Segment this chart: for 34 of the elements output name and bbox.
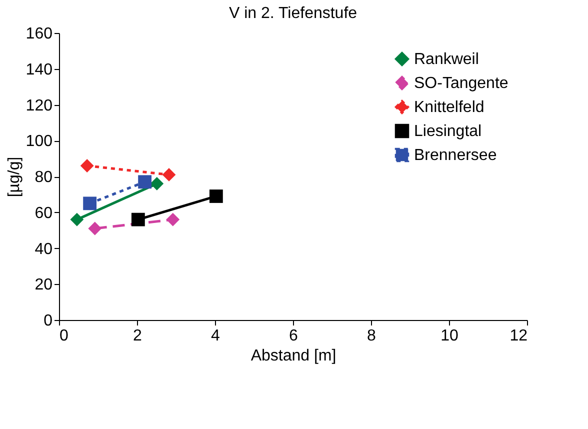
- x-tick-label: 10: [440, 328, 458, 344]
- x-tick-label: 0: [60, 328, 68, 344]
- x-tick-label: 6: [289, 328, 298, 344]
- point: [70, 212, 84, 226]
- point: [88, 222, 102, 236]
- legend-label: Brennersee: [414, 147, 497, 164]
- legend-label: Rankweil: [414, 51, 479, 68]
- point: [83, 196, 97, 210]
- point: [131, 212, 145, 226]
- y-tick-label: 100: [26, 133, 53, 150]
- y-tick-label: 20: [34, 276, 53, 294]
- x-tick-label: 12: [510, 328, 528, 344]
- x-tick-label: 4: [211, 328, 220, 344]
- y-axis-title: [µg/g]: [6, 156, 23, 198]
- chart-title: V in 2. Tiefenstufe: [228, 5, 358, 22]
- y-tick-label: 0: [44, 312, 53, 330]
- legend-label: Liesingtal: [414, 123, 482, 140]
- y-tick-label: 40: [34, 240, 53, 258]
- y-tick-label: 80: [34, 169, 53, 186]
- legend-label: Knittelfeld: [414, 99, 484, 116]
- point: [162, 168, 176, 182]
- point: [150, 176, 164, 190]
- y-tick-label: 60: [34, 204, 53, 222]
- x-tick-label: 8: [367, 328, 376, 344]
- y-tick-label: 120: [26, 97, 53, 114]
- x-tick-label: 2: [133, 328, 142, 344]
- y-tick-label: 140: [26, 61, 53, 78]
- legend-label: SO-Tangente: [414, 75, 508, 92]
- y-tick-label: 160: [26, 26, 53, 42]
- point: [80, 159, 94, 172]
- point: [209, 190, 223, 203]
- x-axis-title: Abstand [m]: [250, 348, 336, 364]
- point: [166, 212, 180, 226]
- point: [138, 175, 152, 189]
